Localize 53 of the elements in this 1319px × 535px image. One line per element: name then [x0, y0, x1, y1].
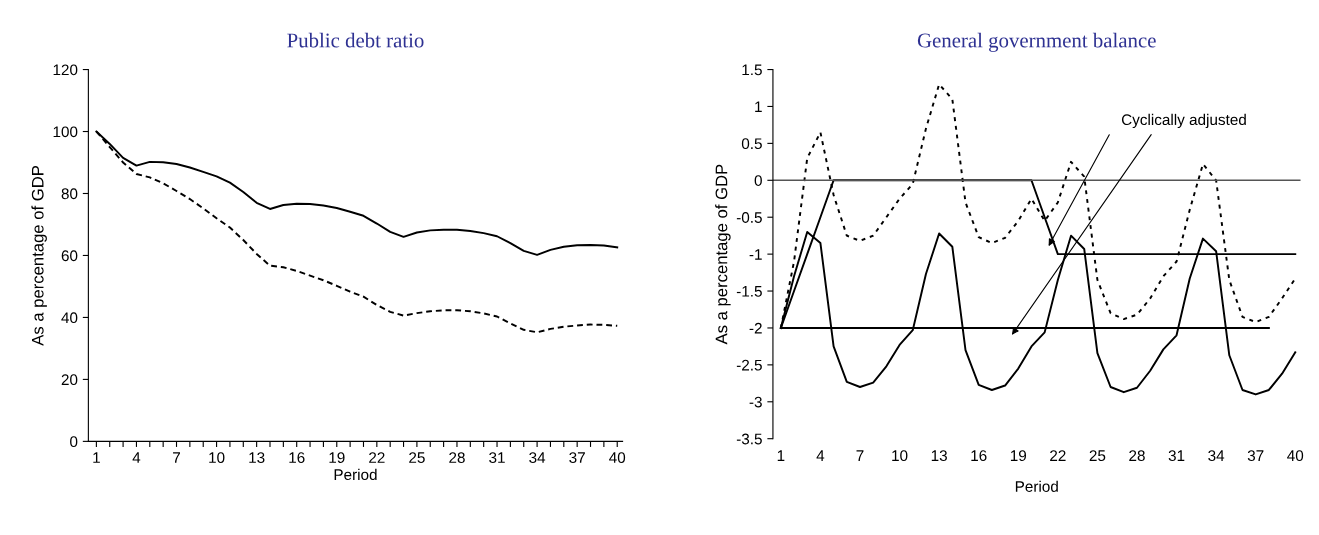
y-tick-label: -2.5 — [736, 359, 762, 371]
y-tick-label: -0.5 — [736, 212, 762, 223]
x-tick-label: 1 — [777, 450, 785, 461]
x-tick-label: 31 — [489, 452, 505, 464]
y-tick-label: -3.5 — [736, 433, 762, 445]
y-tick-label: 120 — [53, 64, 78, 76]
x-tick-label: 28 — [1129, 450, 1145, 462]
x-tick-label: 19 — [329, 452, 345, 464]
y-tick-label: 20 — [61, 374, 78, 386]
x-tick-label: 37 — [569, 452, 585, 464]
y-tick-label: 0 — [70, 436, 78, 448]
x-tick-label: 1 — [93, 452, 100, 463]
x-tick-label: 13 — [249, 452, 265, 464]
x-axis-title: Period — [334, 468, 377, 481]
x-tick-label: 28 — [449, 452, 465, 464]
y-axis-title: As a percentage of GDP — [715, 164, 731, 345]
chart-title: Public debt ratio — [287, 32, 424, 48]
y-tick-label: 1 — [755, 101, 762, 112]
x-tick-label: 16 — [289, 452, 305, 464]
x-tick-label: 34 — [529, 452, 546, 464]
y-tick-label: 80 — [61, 188, 78, 200]
y-tick-label: 100 — [53, 126, 78, 138]
x-tick-label: 7 — [856, 450, 864, 461]
x-tick-label: 25 — [409, 452, 425, 464]
y-tick-label: 60 — [61, 250, 78, 262]
x-tick-label: 19 — [1010, 450, 1027, 462]
x-tick-label: 25 — [1089, 450, 1106, 462]
x-tick-label: 34 — [1208, 450, 1225, 462]
x-tick-label: 13 — [931, 450, 947, 462]
x-tick-label: 10 — [209, 452, 225, 464]
x-tick-label: 4 — [816, 450, 825, 461]
y-axis-title: As a percentage of GDP — [31, 166, 47, 346]
annotation: Cyclically adjusted — [1121, 113, 1246, 129]
y-tick-label: -1 — [749, 249, 762, 260]
x-tick-label: 10 — [892, 450, 908, 462]
x-tick-label: 7 — [173, 452, 180, 463]
y-tick-label: 40 — [61, 312, 78, 324]
x-axis-title: Period — [1015, 480, 1058, 492]
y-tick-label: 0 — [754, 175, 762, 186]
y-tick-label: -1.5 — [736, 286, 762, 297]
x-tick-label: 37 — [1247, 450, 1264, 462]
y-tick-label: 0.5 — [741, 138, 762, 150]
x-tick-label: 16 — [971, 450, 987, 462]
y-tick-label: 1.5 — [742, 64, 762, 76]
x-tick-label: 22 — [1050, 450, 1066, 461]
x-tick-label: 4 — [132, 452, 141, 463]
x-tick-label: 22 — [369, 452, 385, 463]
y-tick-label: -2 — [749, 322, 762, 334]
x-tick-label: 31 — [1168, 450, 1185, 462]
y-tick-label: -3 — [749, 396, 762, 408]
x-tick-label: 40 — [1287, 450, 1304, 462]
x-tick-label: 40 — [609, 452, 626, 464]
chart-title: General government balance — [917, 32, 1156, 52]
